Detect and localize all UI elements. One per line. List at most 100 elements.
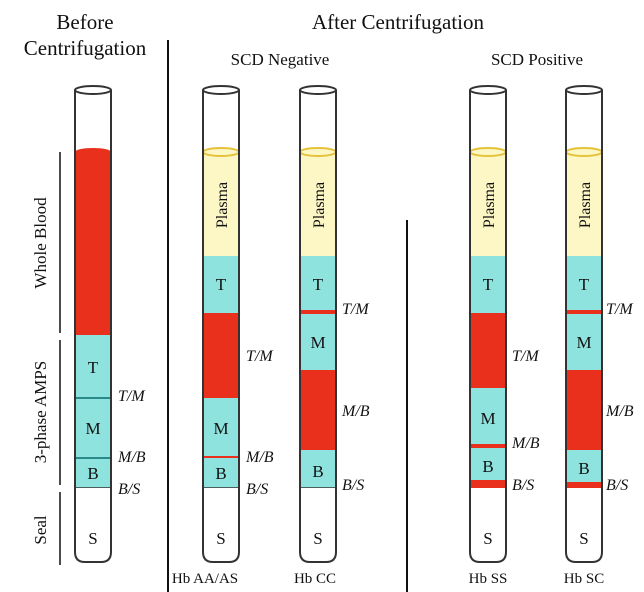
seal-layer	[566, 488, 602, 562]
b-layer	[300, 450, 336, 488]
interface-label-bs: B/S	[606, 477, 628, 494]
red-band-bs	[470, 480, 506, 488]
seal-layer	[203, 488, 239, 562]
b-layer	[203, 458, 239, 488]
interface-label-bs: B/S	[246, 481, 268, 498]
tube-hb-sc: Plasma T M B S T/M M/B B/S Hb SC	[564, 85, 634, 587]
plasma-meniscus	[469, 147, 507, 157]
red-cell-layer	[300, 370, 336, 450]
tube-empty-top	[203, 90, 239, 152]
interface-label-tm: T/M	[118, 388, 146, 405]
segment-label-t: T	[216, 275, 227, 294]
interface-label-mb: M/B	[605, 403, 634, 420]
segment-label-b: B	[578, 459, 589, 478]
segment-label-b: B	[87, 464, 98, 483]
segment-label-b: B	[312, 462, 323, 481]
tube-outline	[299, 90, 337, 563]
header-before-line1: Before	[56, 10, 113, 34]
interface-label-bs: B/S	[118, 481, 140, 498]
tube-opening	[202, 85, 240, 95]
tube-label-hb-sc: Hb SC	[564, 571, 604, 587]
segment-label-s: S	[483, 529, 492, 548]
tube-empty-top	[300, 90, 336, 152]
b-layer	[566, 450, 602, 482]
m-layer	[203, 398, 239, 457]
segment-label-b: B	[215, 464, 226, 483]
t-layer	[203, 256, 239, 313]
segment-label-s: S	[88, 529, 97, 548]
m-layer	[470, 388, 506, 444]
side-label-seal: Seal	[31, 515, 50, 545]
whole-blood-layer	[75, 152, 111, 335]
interface-label-bs: B/S	[342, 477, 364, 494]
tube-label-hb-cc: Hb CC	[294, 571, 336, 587]
header-after: After Centrifugation	[312, 10, 485, 34]
tube-before: T M B S T/M M/B B/S	[74, 85, 146, 563]
seal-layer	[300, 488, 336, 562]
segment-label-s: S	[579, 529, 588, 548]
interface-label-mb: M/B	[117, 449, 146, 466]
side-label-whole-blood: Whole Blood	[31, 197, 50, 289]
tube-outline	[74, 90, 112, 563]
m-layer	[566, 314, 602, 370]
segment-label-t: T	[579, 275, 590, 294]
plasma-meniscus	[202, 147, 240, 157]
segment-label-m: M	[85, 419, 100, 438]
tube-hb-cc: Plasma T M B S T/M M/B B/S Hb CC	[294, 85, 370, 587]
seal-layer	[470, 488, 506, 562]
plasma-layer	[470, 152, 506, 256]
plasma-meniscus	[565, 147, 603, 157]
segment-label-plasma: Plasma	[311, 182, 328, 228]
tube-hb-ss: Plasma T M B S T/M M/B B/S Hb SS	[469, 85, 540, 587]
tube-hb-aa-as: Plasma T M B S T/M M/B B/S Hb AA/AS	[172, 85, 274, 587]
red-cell-layer	[203, 313, 239, 398]
tube-opening	[469, 85, 507, 95]
m-layer	[300, 314, 336, 370]
tube-outline	[469, 90, 507, 563]
interface-label-tm: T/M	[512, 348, 540, 365]
amps-layer	[75, 335, 111, 488]
interface-label-tm: T/M	[246, 348, 274, 365]
seal-layer	[75, 488, 111, 562]
segment-label-plasma: Plasma	[214, 182, 231, 228]
tube-outline	[565, 90, 603, 563]
header-before-line2: Centrifugation	[24, 36, 147, 60]
plasma-layer	[566, 152, 602, 256]
tube-opening	[565, 85, 603, 95]
interface-label-tm: T/M	[342, 301, 370, 318]
side-label-amps: 3-phase AMPS	[31, 361, 50, 463]
header-scd-positive: SCD Positive	[491, 50, 583, 69]
whole-blood-meniscus	[75, 148, 111, 156]
segment-label-s: S	[313, 529, 322, 548]
red-cell-layer	[470, 313, 506, 388]
interface-label-mb: M/B	[341, 403, 370, 420]
tube-empty-top	[75, 90, 111, 152]
plasma-layer	[300, 152, 336, 256]
segment-label-plasma: Plasma	[481, 182, 498, 228]
tube-opening	[299, 85, 337, 95]
interface-label-mb: M/B	[511, 435, 540, 452]
red-band-tm	[300, 310, 336, 314]
tube-label-hb-ss: Hb SS	[469, 571, 508, 587]
tube-empty-top	[470, 90, 506, 152]
t-layer	[470, 256, 506, 313]
segment-label-m: M	[576, 333, 591, 352]
segment-label-m: M	[480, 409, 495, 428]
tube-empty-top	[566, 90, 602, 152]
plasma-layer	[203, 152, 239, 256]
b-layer	[470, 448, 506, 480]
tube-outline	[202, 90, 240, 563]
segment-label-plasma: Plasma	[577, 182, 594, 228]
header-scd-negative: SCD Negative	[231, 50, 330, 69]
segment-label-t: T	[483, 275, 494, 294]
segment-label-m: M	[213, 419, 228, 438]
segment-label-s: S	[216, 529, 225, 548]
segment-label-b: B	[482, 457, 493, 476]
red-band-mb	[470, 444, 506, 448]
segment-label-m: M	[310, 333, 325, 352]
red-cell-layer	[566, 370, 602, 450]
segment-label-t: T	[313, 275, 324, 294]
red-band-bs	[566, 482, 602, 488]
segment-label-t: T	[88, 358, 99, 377]
